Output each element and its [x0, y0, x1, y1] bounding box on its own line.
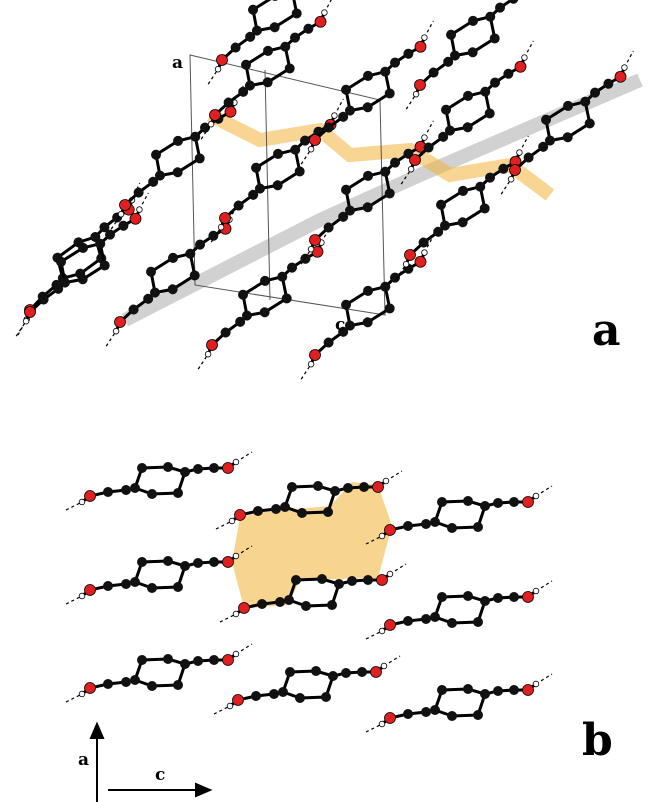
panel-a: a c a: [0, 0, 659, 379]
yellow-highlight: [210, 115, 550, 195]
axis-arrows: [91, 724, 210, 802]
molecule: [66, 546, 252, 604]
yellow-region: [232, 482, 392, 608]
panel-label: a: [592, 305, 621, 356]
molecule: [179, 0, 369, 84]
cell-axis-label: c: [335, 315, 345, 335]
molecule: [66, 452, 252, 510]
molecule: [372, 41, 562, 184]
molecule: [366, 486, 552, 544]
molecule: [214, 656, 400, 714]
axis-label: c: [155, 765, 165, 785]
axis-label: a: [78, 750, 89, 770]
cell-axis-label: a: [172, 53, 183, 73]
molecule: [366, 581, 552, 639]
molecule: [82, 86, 272, 229]
molecule: [366, 674, 552, 732]
figure: a c a a c b: [0, 0, 659, 802]
panel-b: a c b: [66, 452, 613, 802]
panel-label: b: [582, 715, 613, 766]
molecule: [66, 644, 252, 702]
